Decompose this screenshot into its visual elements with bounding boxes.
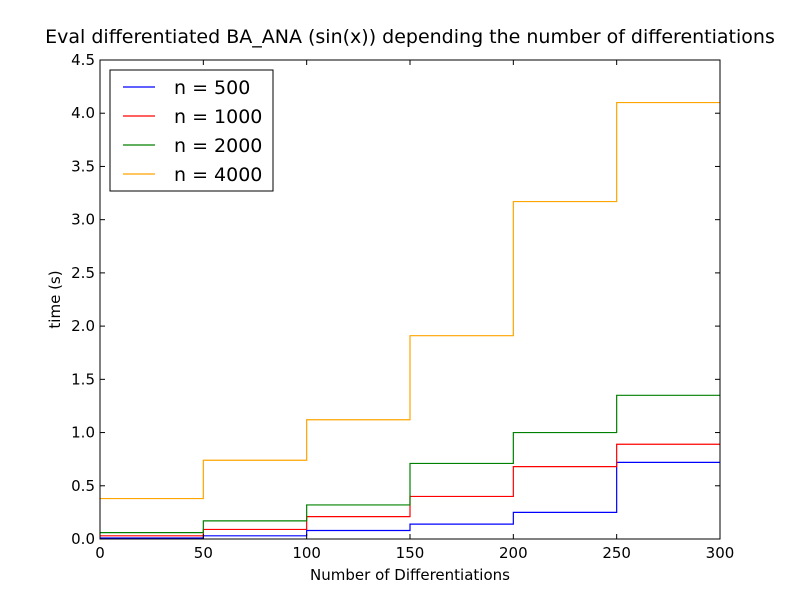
y-tick-label: 1.5: [71, 370, 95, 388]
ticks-layer: 0 50 100 150 200 250 300 0.0 0.5 1.0 1.5 2.0 2.5 3.0 3…: [71, 51, 734, 562]
y-tick-label: 2.5: [71, 264, 95, 282]
y-tick-label: 0.5: [71, 477, 95, 495]
y-tick-label: 3.5: [71, 157, 95, 175]
y-tick-label: 0.0: [71, 530, 95, 548]
series-line-n-4000: [100, 101, 720, 500]
legend-label-n-2000: n = 2000: [174, 135, 262, 157]
x-tick-label: 100: [292, 544, 321, 562]
y-axis-label: time (s): [46, 270, 64, 328]
y-tick-label: 2.0: [71, 317, 95, 335]
legend-box: [109, 69, 274, 192]
legend: n = 500 n = 1000 n = 2000 n = 4000: [109, 69, 274, 192]
x-axis-label: Number of Differentiations: [310, 566, 510, 584]
y-tick-label: 4.0: [71, 104, 95, 122]
x-tick-label: 250: [602, 544, 631, 562]
x-tick-label: 150: [396, 544, 425, 562]
series-layer: [100, 101, 720, 539]
legend-label-n-1000: n = 1000: [174, 106, 262, 128]
legend-label-n-4000: n = 4000: [174, 164, 262, 186]
chart-title: Eval differentiated BA_ANA (sin(x)) depe…: [45, 26, 775, 48]
x-tick-label: 50: [194, 544, 213, 562]
y-tick-label: 1.0: [71, 424, 95, 442]
legend-label-n-500: n = 500: [174, 77, 250, 99]
x-tick-label: 0: [95, 544, 105, 562]
y-tick-label: 4.5: [71, 51, 95, 69]
x-tick-label: 200: [499, 544, 528, 562]
y-tick-label: 3.0: [71, 211, 95, 229]
x-tick-label: 300: [706, 544, 735, 562]
series-line-n-2000: [100, 394, 720, 534]
